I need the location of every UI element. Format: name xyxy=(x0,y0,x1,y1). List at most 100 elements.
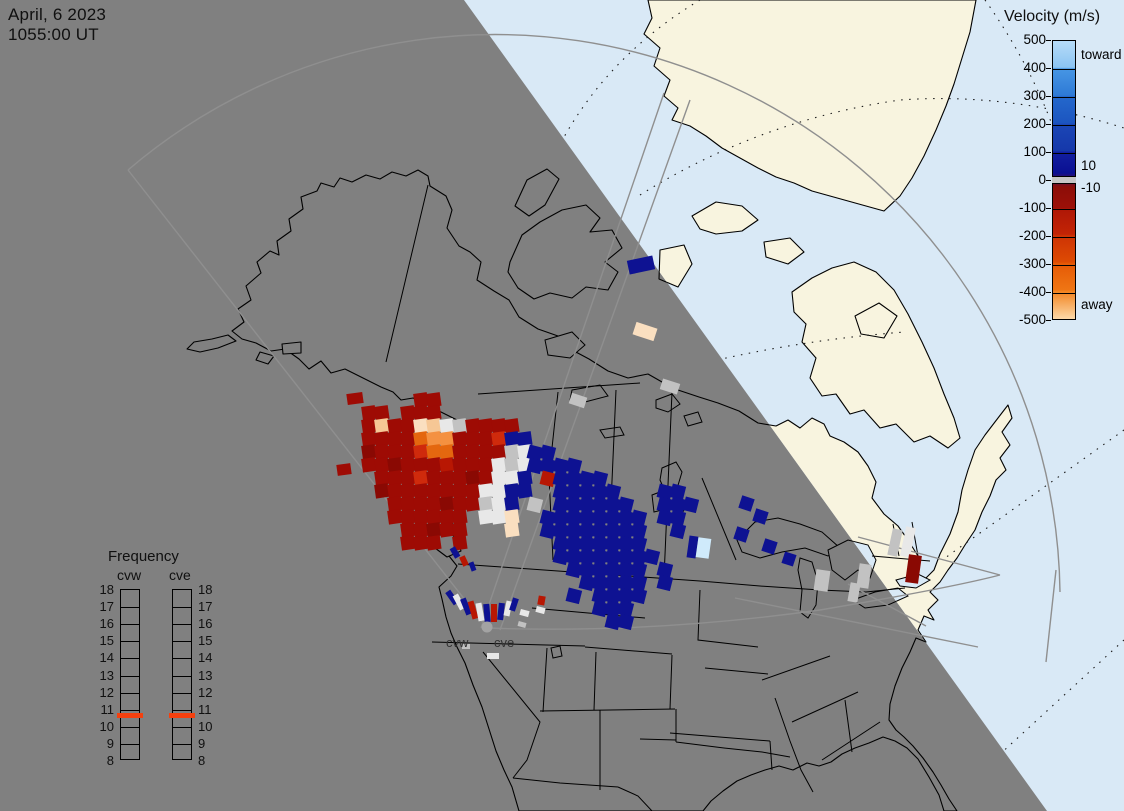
data-cell xyxy=(478,418,494,434)
data-cell xyxy=(452,483,468,499)
data-cell xyxy=(491,431,507,447)
data-cell xyxy=(535,605,546,615)
data-cell xyxy=(509,597,519,612)
frequency-tick-label: 12 xyxy=(99,684,114,700)
data-cell xyxy=(426,470,442,486)
velocity-zero_upper: 10 xyxy=(1081,158,1097,173)
data-cell xyxy=(465,444,481,460)
data-cell xyxy=(374,405,390,421)
velocity-tick-label: 200 xyxy=(1023,116,1046,131)
velocity-data-cells xyxy=(336,255,922,659)
data-cell xyxy=(439,470,455,486)
data-cell xyxy=(426,535,442,551)
data-cell xyxy=(491,604,497,622)
data-cell xyxy=(552,522,570,540)
data-cell xyxy=(452,593,466,611)
frequency-column-label-cvw: cvw xyxy=(117,567,142,583)
data-cell xyxy=(504,418,520,434)
frequency-tick xyxy=(121,607,139,609)
data-cell xyxy=(478,444,494,460)
frequency-tick xyxy=(121,692,139,694)
data-cell xyxy=(630,535,648,553)
data-cell xyxy=(565,470,583,488)
data-cell xyxy=(374,470,390,486)
frequency-bar-cve xyxy=(172,589,192,760)
data-cell xyxy=(526,496,544,514)
data-cell xyxy=(413,522,429,538)
data-cell xyxy=(686,535,699,559)
data-cell xyxy=(439,457,455,473)
data-cell xyxy=(413,483,429,499)
velocity-toward: toward xyxy=(1081,47,1122,62)
data-cell xyxy=(604,522,622,540)
data-cell xyxy=(539,509,557,527)
frequency-tick xyxy=(121,743,139,745)
data-cell xyxy=(604,613,622,631)
data-cell xyxy=(452,509,468,525)
data-cell xyxy=(591,574,609,592)
data-cell xyxy=(552,457,570,475)
frequency-tick xyxy=(121,641,139,643)
frequency-tick-label: 9 xyxy=(106,735,114,751)
frequency-tick xyxy=(121,675,139,677)
data-cell xyxy=(413,496,429,512)
data-cell xyxy=(617,574,635,592)
velocity-tick xyxy=(1053,153,1075,154)
frequency-tick xyxy=(173,726,191,728)
data-cell xyxy=(426,392,442,408)
data-cell xyxy=(465,418,481,434)
data-cell xyxy=(604,600,622,618)
data-cell xyxy=(552,470,570,488)
data-cell xyxy=(413,509,429,525)
data-cell xyxy=(604,574,622,592)
data-cell xyxy=(465,431,481,447)
data-cell xyxy=(899,526,917,558)
data-cell xyxy=(467,600,479,620)
data-cell xyxy=(517,483,533,499)
velocity-tick-mark xyxy=(1046,68,1051,69)
data-cell xyxy=(426,483,442,499)
data-cell xyxy=(478,509,494,525)
frequency-marker-cve xyxy=(169,712,195,718)
data-cell xyxy=(519,608,530,618)
velocity-zero_lower: -10 xyxy=(1081,180,1101,195)
data-cell xyxy=(439,522,455,538)
data-cell xyxy=(400,470,416,486)
data-cell xyxy=(630,561,648,579)
data-cell xyxy=(578,548,596,566)
data-cell xyxy=(565,587,583,605)
data-cell xyxy=(478,496,494,512)
data-cell xyxy=(491,470,507,486)
data-cell xyxy=(452,496,468,512)
data-cell xyxy=(449,546,461,559)
frequency-tick-label: 8 xyxy=(198,753,206,768)
data-cell xyxy=(565,496,583,514)
velocity-tick-mark xyxy=(1046,96,1051,97)
data-cell xyxy=(452,457,468,473)
data-cell xyxy=(413,418,429,434)
frequency-bar-cvw xyxy=(120,589,140,760)
data-cell xyxy=(617,522,635,540)
frequency-tick xyxy=(121,658,139,660)
data-cell xyxy=(503,600,513,617)
velocity-tick-label: -300 xyxy=(1018,256,1046,271)
frequency-tick-label: 8 xyxy=(106,753,114,768)
data-cell xyxy=(591,600,609,618)
data-cell xyxy=(578,574,596,592)
data-cell xyxy=(483,603,491,623)
frequency-tick xyxy=(173,743,191,745)
frequency-tick xyxy=(173,641,191,643)
velocity-tick-mark xyxy=(1046,236,1051,237)
data-cell xyxy=(336,463,352,476)
data-cell xyxy=(400,444,416,460)
frequency-tick-label: 13 xyxy=(99,667,114,683)
frequency-tick-label: 17 xyxy=(198,599,213,615)
data-cell xyxy=(387,496,403,512)
data-cell xyxy=(387,457,403,473)
data-cell xyxy=(413,444,429,460)
data-cell xyxy=(578,483,596,501)
data-cell xyxy=(497,602,505,621)
data-cell xyxy=(591,587,609,605)
data-cell xyxy=(856,563,872,589)
